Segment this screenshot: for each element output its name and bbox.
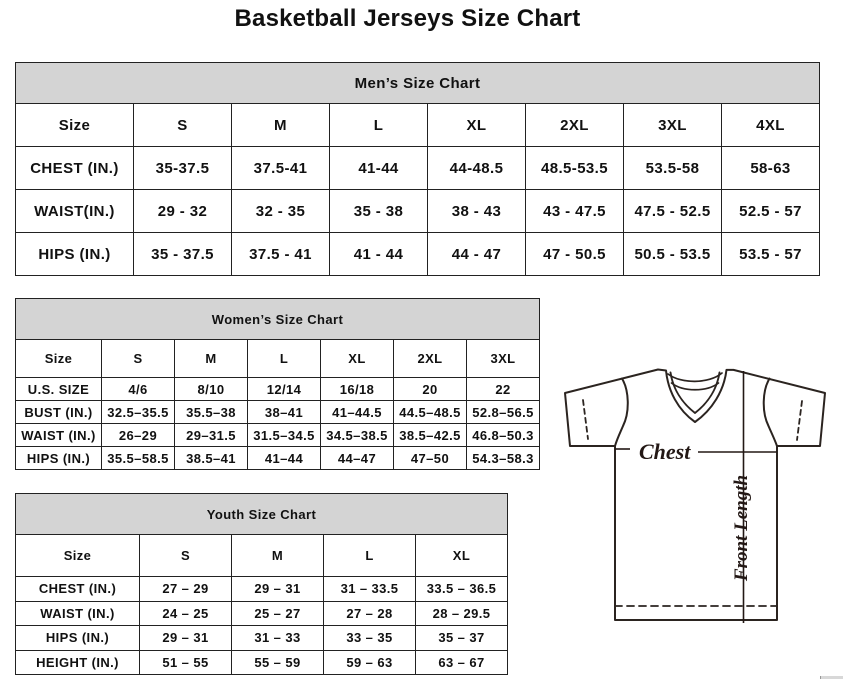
svg-text:Chest: Chest (639, 439, 691, 464)
svg-text:Front Length: Front Length (731, 475, 752, 582)
